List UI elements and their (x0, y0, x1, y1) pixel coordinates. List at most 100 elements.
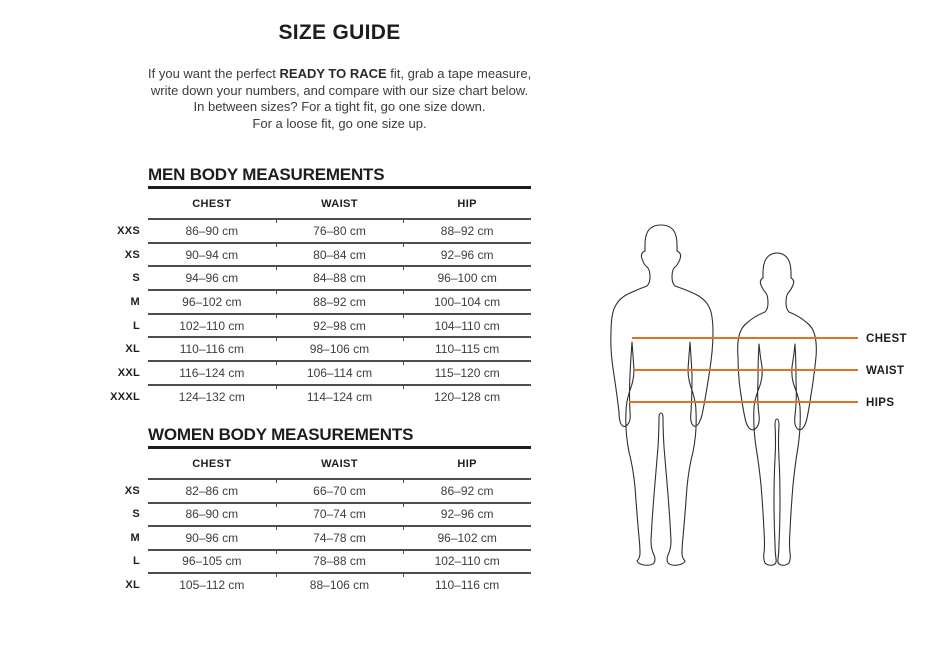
hip-value: 96–102 cm (437, 530, 497, 545)
size-label: M (130, 531, 140, 544)
hip-value: 110–116 cm (435, 577, 500, 592)
hip-value: 96–100 cm (437, 271, 497, 286)
column-divider-tick (275, 312, 277, 318)
hip-value: 110–115 cm (435, 342, 500, 357)
column-divider-tick (403, 265, 405, 271)
size-label: XS (124, 484, 140, 497)
waist-value: 74–78 cm (313, 530, 366, 545)
chest-value: 124–132 cm (178, 389, 245, 404)
column-divider-tick (275, 336, 277, 342)
waist-value: 66–70 cm (313, 483, 366, 498)
size-label: XS (124, 248, 140, 261)
size-label: S (132, 508, 140, 521)
women-table-header-row: CHEST WAIST HIP (148, 449, 531, 478)
chest-value: 105–112 cm (179, 577, 245, 592)
hip-value: 120–128 cm (434, 389, 501, 404)
size-label: XXL (117, 366, 140, 379)
waist-value: 78–88 cm (313, 554, 366, 569)
hips-label: HIPS (866, 397, 894, 409)
hip-value: 102–110 cm (434, 554, 500, 569)
table-row: XL 105–112 cm 88–106 cm 110–116 cm (125, 572, 531, 596)
chest-value: 110–116 cm (179, 342, 244, 357)
chest-label: CHEST (866, 333, 907, 345)
chest-value: 86–90 cm (185, 507, 239, 522)
column-divider-tick (403, 501, 405, 507)
men-measurements-table: MEN BODY MEASUREMENTS CHEST WAIST HIP XX… (110, 165, 531, 408)
chest-value: 96–102 cm (182, 294, 242, 309)
size-label: XL (125, 578, 140, 591)
chest-value: 90–94 cm (185, 247, 239, 262)
intro-ready-to-race: READY TO RACE (279, 66, 387, 81)
men-table-header-row: CHEST WAIST HIP (148, 189, 531, 218)
column-divider-tick (403, 383, 405, 389)
column-divider-tick (275, 360, 277, 366)
hip-value: 104–110 cm (434, 318, 500, 333)
waist-value: 98–106 cm (309, 342, 370, 357)
size-label: XXS (117, 224, 140, 237)
table-row: M 90–96 cm 74–78 cm 96–102 cm (131, 525, 531, 549)
column-divider-tick (403, 336, 405, 342)
column-divider-tick (275, 572, 277, 577)
column-divider-tick (275, 289, 277, 295)
chest-value: 96–105 cm (182, 554, 242, 569)
body-measurement-figure: CHEST WAIST HIPS (590, 215, 934, 649)
size-label: XL (125, 343, 140, 356)
intro-text: If you want the perfect READY TO RACE fi… (148, 66, 531, 132)
female-figure-outline (737, 252, 817, 566)
male-figure-outline (610, 224, 714, 566)
column-divider-tick (403, 218, 405, 223)
table-row: S 94–96 cm 84–88 cm 96–100 cm (132, 265, 531, 289)
waist-value: 106–114 cm (306, 365, 373, 380)
column-divider-tick (403, 572, 405, 577)
men-table-heading: MEN BODY MEASUREMENTS (148, 165, 531, 189)
hip-value: 88–92 cm (440, 223, 494, 238)
table-row: XXXL 124–132 cm 114–124 cm 120–128 cm (110, 383, 531, 408)
column-divider-tick (403, 289, 405, 295)
column-divider-tick (403, 312, 405, 318)
column-divider-tick (275, 218, 277, 223)
table-row: S 86–90 cm 70–74 cm 92–96 cm (132, 501, 531, 526)
waist-label: WAIST (866, 365, 904, 377)
waist-value: 88–92 cm (313, 294, 366, 309)
chest-value: 86–90 cm (185, 223, 239, 238)
size-label: L (132, 555, 140, 568)
women-table-heading: WOMEN BODY MEASUREMENTS (148, 425, 531, 449)
column-divider-tick (275, 478, 277, 483)
hip-value: 115–120 cm (434, 365, 500, 380)
column-header-hip: HIP (457, 457, 477, 470)
hip-value: 100–104 cm (434, 294, 501, 309)
column-divider-tick (403, 548, 405, 554)
size-label: XXXL (110, 390, 140, 403)
hip-value: 92–96 cm (440, 507, 494, 522)
waist-value: 88–106 cm (309, 577, 370, 592)
intro-line-1: If you want the perfect READY TO RACE fi… (148, 66, 531, 83)
intro-line-2: write down your numbers, and compare wit… (150, 82, 529, 98)
waist-value: 76–80 cm (313, 223, 366, 238)
waist-value: 92–98 cm (313, 318, 366, 333)
intro-line-1-pre: If you want the perfect (148, 66, 280, 81)
column-divider-tick (403, 478, 405, 483)
page-title: SIZE GUIDE (278, 21, 401, 44)
column-divider-tick (275, 241, 277, 247)
column-header-chest: CHEST (192, 457, 232, 470)
table-row: XXS 86–90 cm 76–80 cm 88–92 cm (117, 218, 531, 242)
table-row: XXL 116–124 cm 106–114 cm 115–120 cm (118, 360, 531, 384)
intro-line-1-post: fit, grab a tape measure, (386, 66, 532, 81)
column-divider-tick (275, 265, 277, 271)
intro-line-3: In between sizes? For a tight fit, go on… (193, 99, 486, 114)
intro-line-4: For a loose fit, go one size up. (252, 115, 427, 131)
column-header-waist: WAIST (321, 197, 358, 210)
column-divider-tick (275, 383, 277, 389)
column-divider-tick (403, 360, 405, 366)
column-header-waist: WAIST (321, 457, 358, 470)
table-row: L 102–110 cm 92–98 cm 104–110 cm (133, 312, 531, 337)
size-label: S (132, 272, 140, 285)
table-row: M 96–102 cm 88–92 cm 100–104 cm (131, 289, 531, 313)
waist-value: 114–124 cm (306, 389, 373, 404)
column-divider-tick (275, 525, 277, 530)
chest-value: 90–96 cm (185, 530, 239, 545)
column-divider-tick (275, 501, 277, 507)
page-header: SIZE GUIDE (148, 20, 531, 46)
table-row: XL 110–116 cm 98–106 cm 110–115 cm (125, 336, 531, 360)
women-measurements-table: WOMEN BODY MEASUREMENTS CHEST WAIST HIP … (125, 425, 531, 596)
